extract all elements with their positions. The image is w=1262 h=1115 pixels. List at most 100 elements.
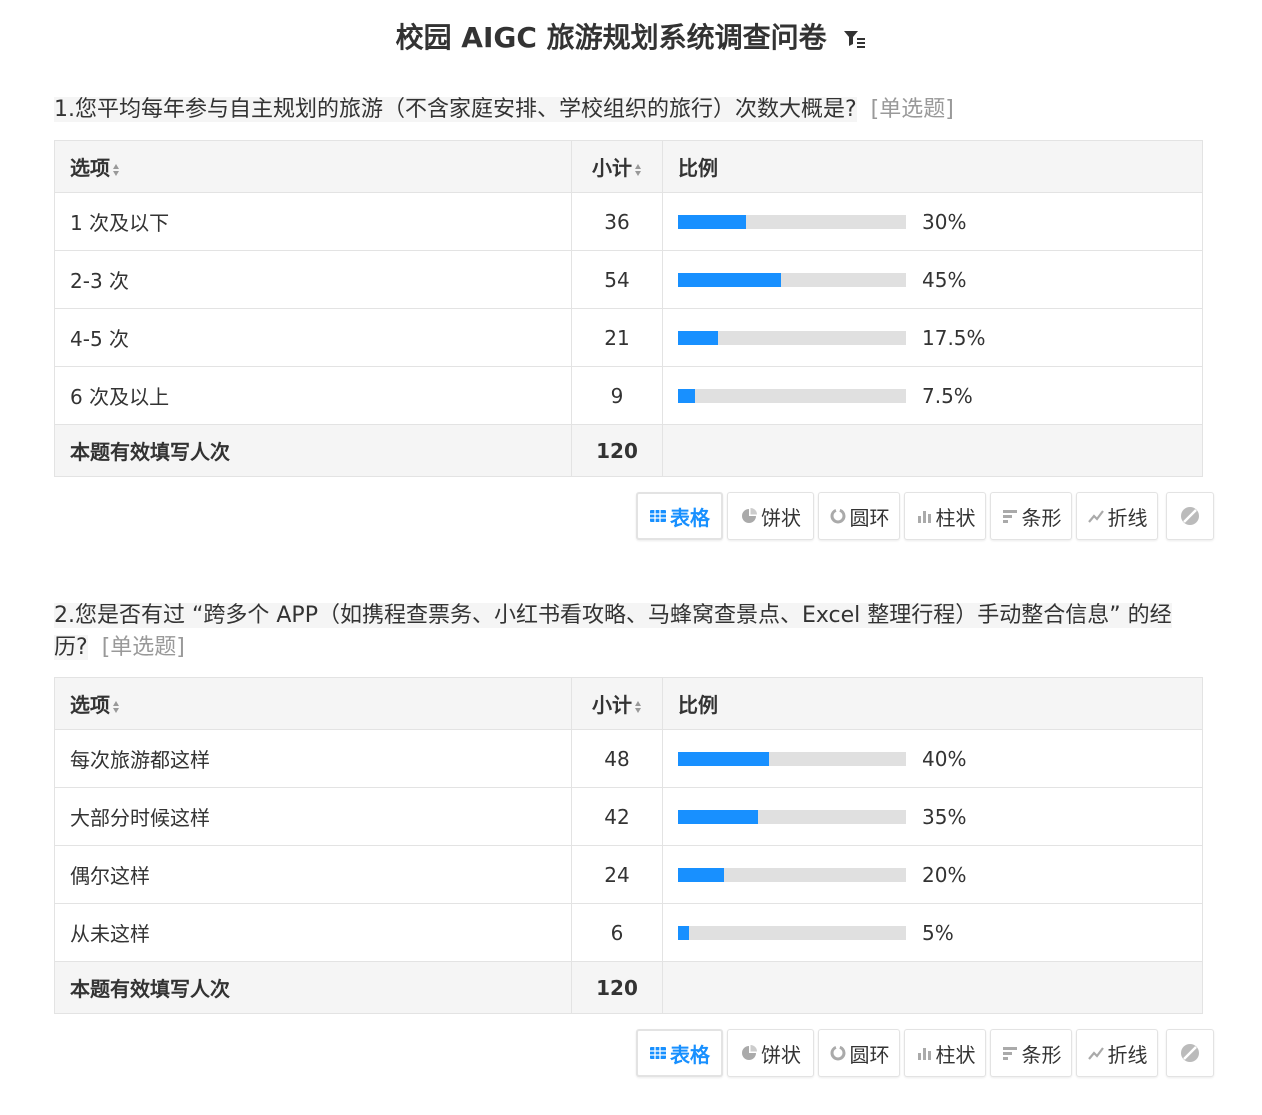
table-row: 大部分时候这样 42 35% bbox=[54, 787, 1203, 846]
progress-fill bbox=[678, 926, 690, 941]
ratio-cell: 35% bbox=[662, 787, 1203, 846]
progress-bar bbox=[678, 215, 906, 230]
table-row: 2-3 次 54 45% bbox=[54, 250, 1203, 309]
option-label: 2-3 次 bbox=[54, 250, 572, 309]
question-2-title: 2.您是否有过 “跨多个 APP（如携程查票务、小红书看攻略、马蜂窝查景点、Ex… bbox=[54, 600, 1204, 664]
total-count: 120 bbox=[571, 961, 663, 1014]
progress-bar bbox=[678, 926, 906, 941]
option-label: 4-5 次 bbox=[54, 308, 572, 367]
line-view-button[interactable]: 折线 bbox=[1076, 1029, 1158, 1077]
option-header[interactable]: 选项 bbox=[54, 140, 572, 193]
percent-label: 7.5% bbox=[922, 384, 973, 409]
bar-chart-icon bbox=[1002, 1047, 1017, 1060]
progress-bar bbox=[678, 273, 906, 288]
line-view-label: 折线 bbox=[1107, 505, 1148, 530]
column-view-button[interactable]: 柱状 bbox=[904, 1029, 986, 1077]
option-label: 1 次及以下 bbox=[54, 192, 572, 251]
sort-icon[interactable] bbox=[634, 700, 642, 714]
line-view-button[interactable]: 折线 bbox=[1076, 492, 1158, 540]
total-row: 本题有效填写人次 120 bbox=[54, 424, 1203, 477]
page-title-text: 校园 AIGC 旅游规划系统调查问卷 bbox=[395, 21, 827, 54]
progress-bar bbox=[678, 868, 906, 883]
ring-view-button[interactable]: 圆环 bbox=[818, 492, 900, 540]
pie-chart-icon bbox=[742, 508, 757, 523]
progress-fill bbox=[678, 810, 758, 825]
ratio-cell: 17.5% bbox=[662, 308, 1203, 367]
question-1-title: 1.您平均每年参与自主规划的旅游（不含家庭安排、学校组织的旅行）次数大概是? [单… bbox=[54, 94, 1204, 126]
option-header[interactable]: 选项 bbox=[54, 677, 572, 730]
chart-type-toolbar: 表格 饼状 圆环 柱状 条形 折线 bbox=[636, 1029, 1218, 1077]
question-1-table: 选项 小计 比例 1 次及以下 36 30% 2-3 次 54 45% 4-5 … bbox=[54, 140, 1203, 477]
ring-view-button[interactable]: 圆环 bbox=[818, 1029, 900, 1077]
progress-fill bbox=[678, 389, 696, 404]
hide-chart-button[interactable] bbox=[1166, 492, 1214, 540]
sort-icon[interactable] bbox=[112, 163, 120, 177]
hide-chart-button[interactable] bbox=[1166, 1029, 1214, 1077]
option-count: 6 bbox=[571, 903, 663, 962]
percent-label: 20% bbox=[922, 863, 967, 888]
hide-chart-icon bbox=[1181, 507, 1199, 525]
pie-view-button[interactable]: 饼状 bbox=[727, 1029, 814, 1077]
line-chart-icon bbox=[1087, 510, 1104, 523]
progress-bar bbox=[678, 331, 906, 346]
table-header-row: 选项 小计 比例 bbox=[54, 677, 1203, 730]
question-type: [单选题] bbox=[101, 635, 185, 660]
option-count: 24 bbox=[571, 845, 663, 904]
option-label: 6 次及以上 bbox=[54, 366, 572, 425]
progress-fill bbox=[678, 331, 718, 346]
bar-view-label: 条形 bbox=[1021, 1042, 1062, 1067]
option-count: 36 bbox=[571, 192, 663, 251]
percent-label: 17.5% bbox=[922, 326, 986, 351]
column-chart-icon bbox=[917, 511, 931, 523]
progress-bar bbox=[678, 810, 906, 825]
sort-icon[interactable] bbox=[634, 163, 642, 177]
option-count: 21 bbox=[571, 308, 663, 367]
pie-view-label: 饼状 bbox=[761, 505, 801, 530]
ratio-header: 比例 bbox=[662, 140, 1203, 193]
grid-table-icon bbox=[650, 1047, 666, 1059]
option-label: 偶尔这样 bbox=[54, 845, 572, 904]
pie-view-button[interactable]: 饼状 bbox=[727, 492, 814, 540]
option-count: 48 bbox=[571, 729, 663, 788]
line-chart-icon bbox=[1087, 1047, 1104, 1060]
column-view-button[interactable]: 柱状 bbox=[904, 492, 986, 540]
table-row: 1 次及以下 36 30% bbox=[54, 192, 1203, 251]
option-count: 54 bbox=[571, 250, 663, 309]
table-row: 偶尔这样 24 20% bbox=[54, 845, 1203, 904]
progress-bar bbox=[678, 389, 906, 404]
option-label: 大部分时候这样 bbox=[54, 787, 572, 846]
table-row: 每次旅游都这样 48 40% bbox=[54, 729, 1203, 788]
count-header[interactable]: 小计 bbox=[571, 677, 663, 730]
table-view-button[interactable]: 表格 bbox=[636, 492, 723, 540]
table-view-button[interactable]: 表格 bbox=[636, 1029, 723, 1077]
bar-view-button[interactable]: 条形 bbox=[990, 1029, 1072, 1077]
ring-view-label: 圆环 bbox=[849, 1042, 890, 1067]
ring-view-label: 圆环 bbox=[849, 505, 890, 530]
column-chart-icon bbox=[917, 1048, 931, 1060]
column-view-label: 柱状 bbox=[935, 1042, 976, 1067]
pie-view-label: 饼状 bbox=[761, 1042, 801, 1067]
total-label: 本题有效填写人次 bbox=[54, 961, 572, 1014]
table-row: 从未这样 6 5% bbox=[54, 903, 1203, 962]
ratio-cell: 30% bbox=[662, 192, 1203, 251]
donut-chart-icon bbox=[830, 508, 845, 524]
ratio-cell: 7.5% bbox=[662, 366, 1203, 425]
count-header[interactable]: 小计 bbox=[571, 140, 663, 193]
progress-fill bbox=[678, 215, 747, 230]
table-row: 6 次及以上 9 7.5% bbox=[54, 366, 1203, 425]
sort-icon[interactable] bbox=[112, 700, 120, 714]
column-view-label: 柱状 bbox=[935, 505, 976, 530]
bar-view-button[interactable]: 条形 bbox=[990, 492, 1072, 540]
option-count: 42 bbox=[571, 787, 663, 846]
donut-chart-icon bbox=[830, 1045, 845, 1061]
progress-fill bbox=[678, 868, 724, 883]
option-label: 从未这样 bbox=[54, 903, 572, 962]
total-count: 120 bbox=[571, 424, 663, 477]
option-label: 每次旅游都这样 bbox=[54, 729, 572, 788]
table-header-row: 选项 小计 比例 bbox=[54, 140, 1203, 193]
question-text: 2.您是否有过 “跨多个 APP（如携程查票务、小红书看攻略、马蜂窝查景点、Ex… bbox=[54, 603, 1172, 660]
ratio-cell: 5% bbox=[662, 903, 1203, 962]
table-view-label: 表格 bbox=[670, 1042, 710, 1067]
bar-view-label: 条形 bbox=[1021, 505, 1062, 530]
filter-list-icon[interactable] bbox=[842, 27, 866, 51]
